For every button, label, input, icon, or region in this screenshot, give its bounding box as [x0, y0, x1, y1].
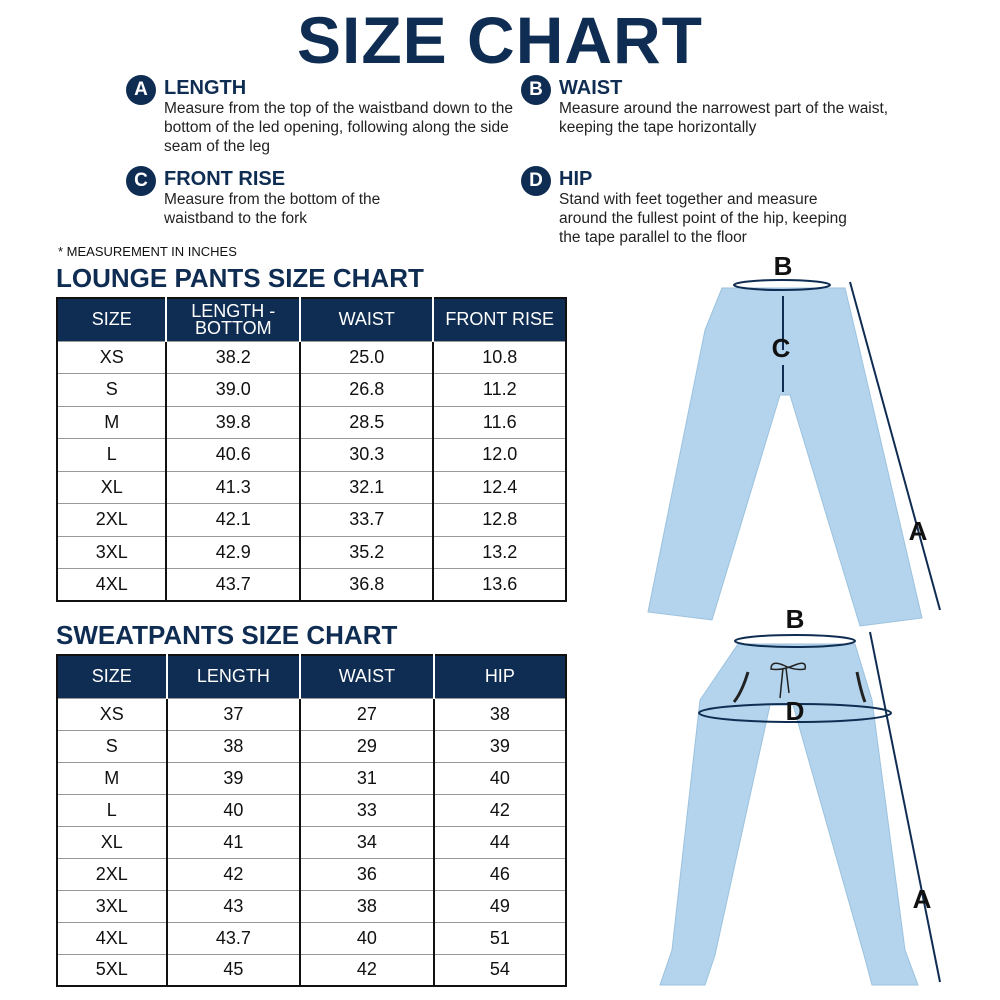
diagram-label-b: B	[774, 251, 793, 281]
table-cell: 44	[432, 825, 568, 859]
table-row: S 39.0 26.8 11.2	[55, 373, 567, 407]
table-cell: 13.6	[432, 568, 567, 602]
diagram-label-b: B	[786, 604, 805, 634]
table-cell: 38	[165, 729, 302, 763]
measure-desc: Measure from the top of the waistband do…	[164, 100, 513, 155]
table-cell: 43.7	[165, 568, 302, 602]
measure-desc: Measure around the narrowest part of the…	[559, 100, 889, 136]
table-cell: 40	[299, 921, 435, 955]
badge-c: C	[126, 166, 156, 196]
table-cell: 4XL	[55, 568, 168, 602]
diagram-label-a: A	[909, 516, 928, 546]
table-cell: 45	[165, 953, 302, 987]
table-row: 2XL 42 36 46	[56, 857, 568, 891]
column-header: WAIST	[299, 298, 435, 341]
table-cell: 3XL	[56, 889, 168, 923]
table-cell: XL	[55, 470, 168, 504]
table-cell: 40.6	[165, 438, 302, 472]
measure-title: LENGTH	[164, 77, 247, 99]
table-row: 4XL 43.7 40 51	[56, 921, 568, 955]
table-cell: 46	[432, 857, 568, 891]
table-row: M 39.8 28.5 11.6	[55, 405, 567, 439]
units-note: * MEASUREMENT IN INCHES	[58, 244, 237, 259]
column-header: WAIST	[299, 655, 435, 698]
table-cell: 30.3	[299, 438, 435, 472]
table-cell: 34	[299, 825, 435, 859]
column-header: SIZE	[57, 298, 168, 341]
table-cell: 39.0	[165, 373, 302, 407]
sweat-title: SWEATPANTS SIZE CHART	[56, 620, 398, 650]
column-header: HIP	[432, 655, 566, 698]
lounge-title: LOUNGE PANTS SIZE CHART	[56, 263, 424, 293]
badge-a: A	[126, 75, 156, 105]
table-cell: 5XL	[56, 953, 168, 987]
table-row: L 40 33 42	[56, 793, 568, 827]
table-cell: 26.8	[299, 373, 435, 407]
table-cell: 41.3	[165, 470, 302, 504]
table-row: 5XL 45 42 54	[56, 953, 568, 987]
table-row: 3XL 43 38 49	[56, 889, 568, 923]
table-cell: 40	[165, 793, 302, 827]
measure-desc: Stand with feet together and measure aro…	[559, 191, 847, 246]
badge-d: D	[521, 166, 551, 196]
table-row: L 40.6 30.3 12.0	[55, 438, 567, 472]
column-header: LENGTH - BOTTOM	[165, 298, 302, 341]
table-row: XS 38.2 25.0 10.8	[55, 340, 567, 374]
diagram-label-c: C	[772, 333, 791, 363]
table-cell: 37	[165, 697, 302, 731]
table-cell: 32.1	[299, 470, 435, 504]
table-cell: 43.7	[165, 921, 302, 955]
table-cell: S	[56, 729, 168, 763]
table-cell: 10.8	[432, 340, 567, 374]
column-header: FRONT RISE	[432, 298, 566, 341]
table-row: XL 41.3 32.1 12.4	[55, 470, 567, 504]
lounge-pants-image	[647, 287, 923, 627]
table-cell: 12.0	[432, 438, 567, 472]
table-cell: 12.8	[432, 503, 567, 537]
table-row: XS 37 27 38	[56, 697, 568, 731]
table-cell: 11.2	[432, 373, 567, 407]
table-cell: 42.1	[165, 503, 302, 537]
table-cell: 36.8	[299, 568, 435, 602]
table-cell: 11.6	[432, 405, 567, 439]
table-cell: S	[55, 373, 168, 407]
badge-b: B	[521, 75, 551, 105]
table-cell: 3XL	[55, 535, 168, 569]
table-cell: XS	[56, 697, 168, 731]
table-cell: 42	[165, 857, 302, 891]
table-row: 4XL 43.7 36.8 13.6	[55, 568, 567, 602]
table-cell: 38	[299, 889, 435, 923]
table-row: XL 41 34 44	[56, 825, 568, 859]
table-cell: 41	[165, 825, 302, 859]
table-cell: 42	[299, 953, 435, 987]
lounge-size-table: SIZE LENGTH - BOTTOM WAIST FRONT RISE XS 38.2…	[55, 297, 567, 602]
table-cell: 49	[432, 889, 568, 923]
sweatpants-size-table: SIZE LENGTH WAIST HIP XS 37 27 38 S 38 29 39 M 39 31 40…	[56, 654, 568, 987]
measure-desc: Measure from the bottom of the waistband…	[164, 191, 381, 227]
table-cell: M	[55, 405, 168, 439]
table-row: S 38 29 39	[56, 729, 568, 763]
measure-title: FRONT RISE	[164, 168, 286, 190]
column-header: SIZE	[57, 655, 168, 698]
table-cell: 39.8	[165, 405, 302, 439]
diagram-label-a: A	[913, 884, 932, 914]
table-cell: 40	[432, 761, 568, 795]
table-row: M 39 31 40	[56, 761, 568, 795]
column-header: LENGTH	[165, 655, 302, 698]
measure-title: HIP	[559, 168, 593, 190]
table-cell: 27	[299, 697, 435, 731]
table-cell: 54	[432, 953, 568, 987]
table-cell: 51	[432, 921, 568, 955]
page-title: SIZE CHART	[297, 3, 703, 77]
table-cell: 42.9	[165, 535, 302, 569]
measure-title: WAIST	[559, 77, 623, 99]
diagram-label-d: D	[786, 696, 805, 726]
table-cell: XS	[55, 340, 168, 374]
table-cell: 31	[299, 761, 435, 795]
